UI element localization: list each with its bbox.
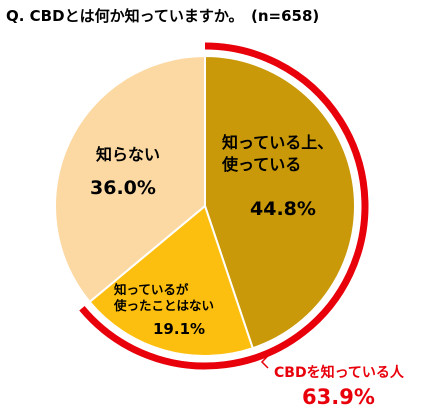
chart-title: Q. CBDとは何か知っていますか。 (n=658): [6, 7, 319, 25]
slice-label-known-not-used-line-2: 使ったことはない: [113, 298, 214, 313]
callout-value: 63.9%: [302, 385, 375, 409]
callout-connector-line: [260, 350, 274, 369]
pie-slice-known-not-used: [88, 205, 254, 357]
slice-label-known-not-used-line-1: 知っているが: [113, 282, 189, 297]
slice-label-used-line-1: 知っている上、: [222, 133, 333, 152]
slice-label-unknown-line-1: 知らない: [96, 145, 160, 164]
pie-slice-unknown: [54, 55, 206, 303]
slice-value-used: 44.8%: [250, 198, 316, 220]
slice-value-unknown: 36.0%: [90, 177, 156, 199]
callout-arc-group: [79, 42, 369, 370]
pie-slices: [54, 55, 356, 357]
pie-slice-used: [204, 55, 356, 350]
callout: CBDを知っている人 63.9%: [274, 364, 405, 409]
slice-label-used-line-2: 使っている: [221, 155, 301, 174]
callout-arc: [79, 42, 369, 370]
slice-value-known-not-used: 19.1%: [153, 320, 205, 338]
callout-label: CBDを知っている人: [274, 364, 405, 381]
